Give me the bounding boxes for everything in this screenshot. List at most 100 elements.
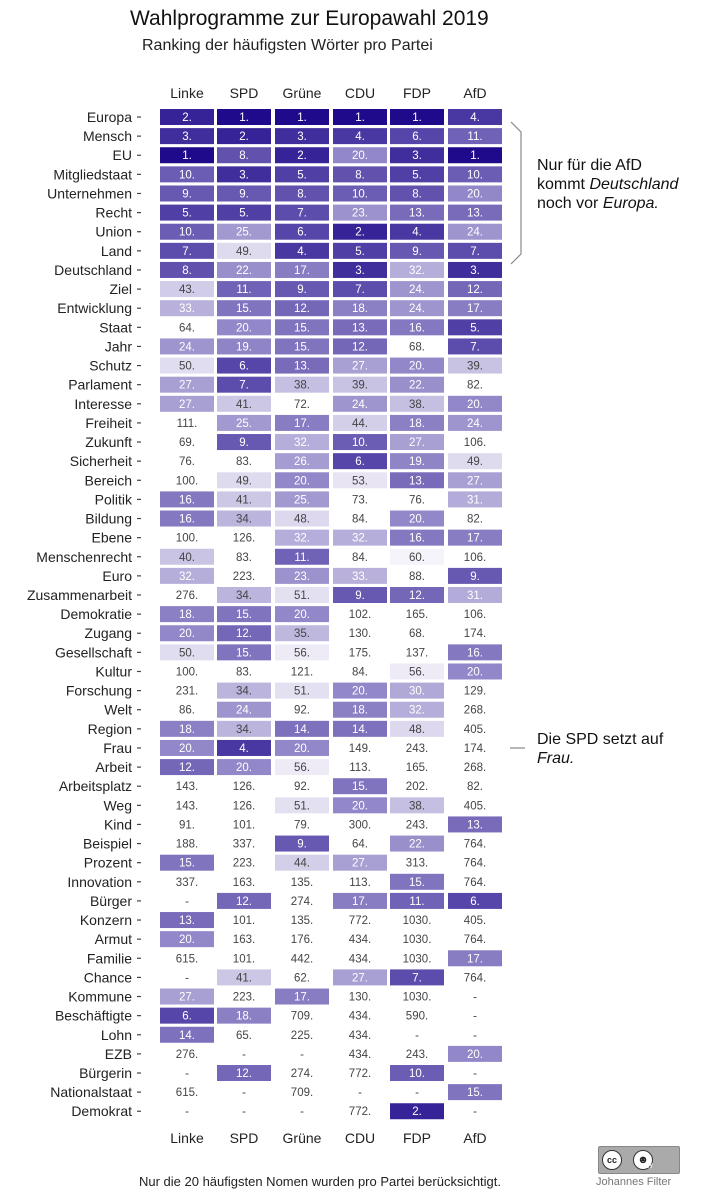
cell-rank-label: 20. — [236, 322, 252, 334]
heatmap-cell — [448, 663, 502, 680]
cell-rank-label: 17. — [294, 992, 310, 1004]
cell-rank-label: 32. — [294, 437, 310, 449]
heatmap-cell — [160, 720, 214, 737]
heatmap-cell — [275, 606, 329, 623]
cell-rank-label: - — [473, 1106, 477, 1118]
row-label: Forschung — [66, 683, 132, 699]
heatmap-cell — [390, 873, 444, 890]
heatmap-cell — [390, 109, 444, 125]
heatmap-cell — [333, 109, 387, 125]
heatmap-cell — [333, 892, 387, 909]
cell-rank-label: 1. — [182, 150, 192, 162]
heatmap-cell — [333, 682, 387, 699]
cell-rank-label: 16. — [179, 494, 195, 506]
cell-rank-label: 243. — [406, 743, 428, 755]
heatmap-cell — [217, 376, 271, 393]
heatmap-cell — [160, 261, 214, 278]
heatmap-cell — [333, 185, 387, 202]
heatmap-cell — [448, 319, 502, 336]
cell-rank-label: 12. — [179, 762, 195, 774]
row-label: Bürger — [90, 893, 132, 909]
cell-rank-label: 137. — [406, 647, 428, 659]
heatmap-cell — [160, 109, 214, 125]
heatmap-cell — [217, 644, 271, 661]
cell-rank-label: 16. — [467, 647, 483, 659]
cell-rank-label: 9. — [355, 590, 365, 602]
heatmap-cell — [275, 185, 329, 202]
afd-annotation-line2a: kommt — [537, 176, 590, 193]
cell-rank-label: - — [185, 896, 189, 908]
cell-rank-label: 590. — [406, 1011, 428, 1023]
cell-rank-label: 44. — [352, 418, 368, 430]
cell-rank-label: 82. — [467, 514, 483, 526]
cell-rank-label: 50. — [179, 361, 195, 373]
heatmap-cell — [333, 395, 387, 412]
cc-license-badge[interactable]: cc ☻ BY — [598, 1146, 680, 1174]
heatmap-cell — [448, 357, 502, 374]
cell-rank-label: 48. — [409, 724, 425, 736]
row-label: Staat — [99, 319, 132, 335]
heatmap-cell — [217, 414, 271, 431]
heatmap-cell — [160, 606, 214, 623]
cell-rank-label: 20. — [467, 1049, 483, 1061]
row-label: Zusammenarbeit — [27, 587, 132, 603]
heatmap-cell — [275, 128, 329, 145]
heatmap-cell — [390, 376, 444, 393]
heatmap-cell — [217, 319, 271, 336]
cell-rank-label: 50. — [179, 647, 195, 659]
column-label-bottom: CDU — [345, 1130, 375, 1146]
cell-rank-label: 25. — [294, 494, 310, 506]
cell-rank-label: 165. — [406, 762, 428, 774]
cell-rank-label: 20. — [467, 188, 483, 200]
cell-rank-label: 13. — [294, 361, 310, 373]
cell-rank-label: 24. — [409, 303, 425, 315]
cell-rank-label: 82. — [467, 380, 483, 392]
heatmap-cell — [160, 147, 214, 164]
cell-rank-label: 64. — [179, 322, 195, 334]
cell-rank-label: 1. — [297, 112, 307, 124]
cell-rank-label: 202. — [406, 781, 428, 793]
cell-rank-label: 23. — [294, 571, 310, 583]
heatmap-cell — [333, 414, 387, 431]
cell-rank-label: 2. — [412, 1106, 422, 1118]
cell-rank-label: - — [473, 1011, 477, 1023]
cell-rank-label: 16. — [409, 322, 425, 334]
heatmap-cell — [275, 357, 329, 374]
cell-rank-label: 2. — [297, 150, 307, 162]
cell-rank-label: 23. — [352, 208, 368, 220]
row-label: Deutschland — [54, 262, 132, 278]
heatmap-cell — [390, 472, 444, 489]
cell-rank-label: 79. — [294, 819, 310, 831]
cell-rank-label: 16. — [409, 533, 425, 545]
cell-rank-label: 772. — [349, 915, 371, 927]
afd-annotation-line2b: Deutschland — [589, 176, 679, 193]
chart-title: Wahlprogramme zur Europawahl 2019 — [130, 7, 489, 30]
cell-rank-label: 35. — [294, 628, 310, 640]
heatmap-cell — [275, 338, 329, 355]
cell-rank-label: 101. — [233, 915, 255, 927]
heatmap-cell — [275, 166, 329, 183]
cell-rank-label: 165. — [406, 609, 428, 621]
heatmap-cell — [275, 147, 329, 164]
heatmap-cell — [217, 434, 271, 451]
row-label: Europa — [87, 109, 132, 125]
cell-rank-label: 7. — [470, 341, 480, 353]
cell-rank-label: 111. — [177, 418, 198, 430]
row-label: Demokratie — [60, 606, 132, 622]
cell-rank-label: 25. — [236, 227, 252, 239]
cell-rank-label: 764. — [464, 877, 486, 889]
cell-rank-label: 17. — [467, 533, 483, 545]
cell-rank-label: 86. — [179, 705, 195, 717]
cell-rank-label: 18. — [352, 303, 368, 315]
cell-rank-label: 337. — [233, 839, 255, 851]
heatmap-cell — [448, 1045, 502, 1062]
cell-rank-label: 17. — [294, 265, 310, 277]
cell-rank-label: 32. — [352, 533, 368, 545]
row-label: Unternehmen — [47, 185, 132, 201]
heatmap-cell — [217, 625, 271, 642]
row-label: Politik — [95, 491, 133, 507]
row-label: Arbeit — [95, 759, 132, 775]
cell-rank-label: 84. — [352, 514, 368, 526]
cell-rank-label: 41. — [236, 399, 252, 411]
heatmap-cell — [217, 166, 271, 183]
